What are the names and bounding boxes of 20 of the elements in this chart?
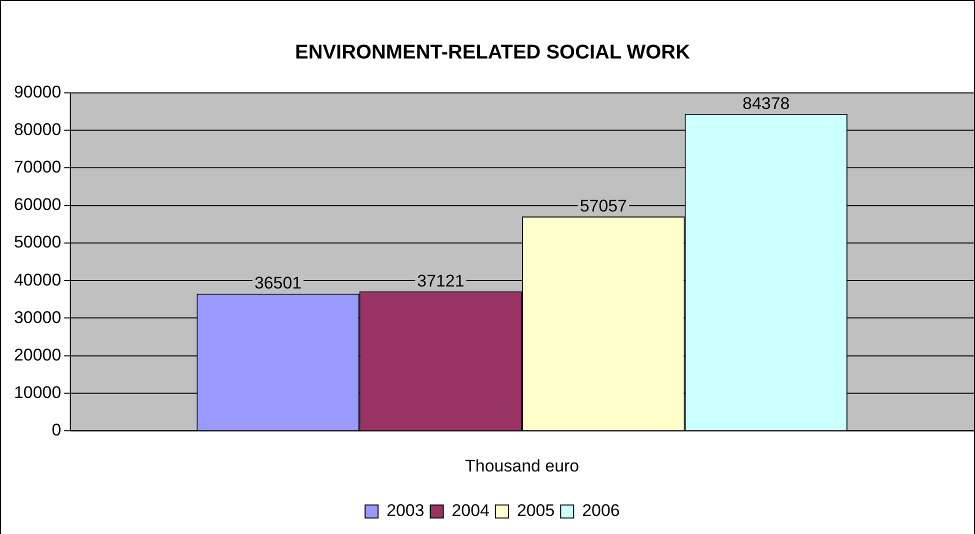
y-tick-label: 30000 — [14, 308, 62, 327]
y-tick-label: 0 — [52, 420, 62, 440]
data-label: 84378 — [742, 94, 790, 113]
y-tick-label: 40000 — [14, 270, 62, 290]
y-tick-label: 80000 — [14, 120, 62, 140]
y-tick-label: 50000 — [14, 232, 62, 252]
y-tick-label: 90000 — [14, 82, 62, 102]
legend-label: 2005 — [516, 501, 555, 520]
legend-label: 2006 — [582, 501, 620, 520]
y-tick-label: 70000 — [14, 158, 62, 177]
legend-label: 2003 — [386, 501, 424, 520]
chart-title: ENVIRONMENT-RELATED SOCIAL WORK — [295, 41, 691, 64]
x-tick-label: Thousand euro — [465, 456, 580, 476]
y-tick-label: 10000 — [14, 382, 62, 402]
data-label: 57057 — [580, 196, 627, 216]
data-label: 36501 — [254, 274, 302, 293]
legend-label: 2004 — [452, 501, 490, 520]
y-tick-label: 60000 — [14, 195, 62, 214]
y-tick-label: 20000 — [14, 345, 62, 364]
data-label: 37121 — [417, 271, 464, 290]
